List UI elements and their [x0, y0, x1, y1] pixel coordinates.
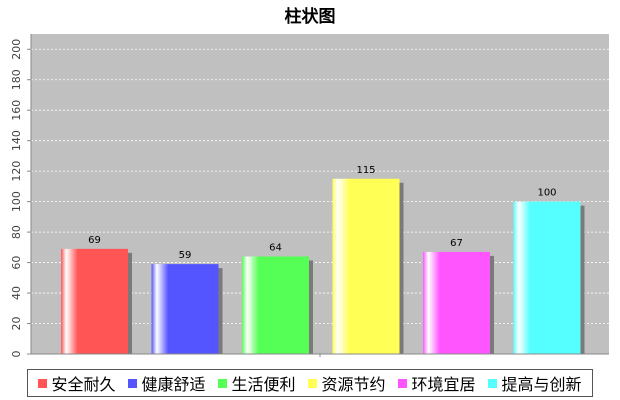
- legend-swatch: [398, 378, 408, 388]
- legend-swatch: [308, 378, 318, 388]
- bar-value-label: 115: [356, 165, 375, 176]
- y-tick-label: 80: [10, 225, 23, 239]
- bar: [423, 251, 490, 354]
- y-tick-label: 20: [10, 317, 23, 331]
- legend-item: 生活便利: [218, 371, 296, 395]
- legend-item: 安全耐久: [38, 371, 116, 395]
- legend: 安全耐久 健康舒适 生活便利 资源节约 环境宜居 提高与创新: [27, 369, 593, 397]
- legend-label: 提高与创新: [501, 375, 582, 394]
- legend-label: 健康舒适: [141, 375, 206, 394]
- legend-item: 资源节约: [308, 371, 386, 395]
- bar-value-label: 59: [179, 250, 192, 261]
- y-tick-label: 160: [10, 100, 23, 121]
- legend-label: 资源节约: [321, 375, 386, 394]
- legend-label: 安全耐久: [51, 375, 116, 394]
- y-tick-label: 180: [10, 69, 23, 90]
- bar: [151, 264, 219, 354]
- y-tick-label: 60: [10, 256, 23, 270]
- bar: [332, 178, 400, 354]
- y-tick-label: 120: [10, 161, 23, 182]
- bar-value-label: 67: [450, 238, 463, 249]
- bar: [242, 256, 309, 354]
- bar-value-label: 64: [269, 242, 282, 253]
- y-tick-label: 140: [10, 130, 23, 151]
- y-tick-label: 0: [10, 351, 23, 358]
- y-tick-label: 40: [10, 286, 23, 300]
- legend-item: 健康舒适: [128, 371, 206, 395]
- legend-item: 提高与创新: [488, 371, 582, 395]
- y-tick-label: 200: [10, 39, 23, 60]
- bar-value-label: 69: [88, 235, 101, 246]
- legend-swatch: [218, 378, 228, 388]
- chart-title: 柱状图: [284, 7, 336, 27]
- legend-label: 生活便利: [231, 375, 296, 394]
- y-tick-label: 100: [10, 191, 23, 212]
- legend-swatch: [488, 378, 498, 388]
- legend-label: 环境宜居: [411, 375, 476, 394]
- bar-value-label: 100: [537, 188, 556, 199]
- legend-swatch: [38, 378, 48, 388]
- legend-item: 环境宜居: [398, 371, 476, 395]
- legend-swatch: [128, 378, 138, 388]
- bar: [513, 201, 581, 354]
- bar: [61, 248, 128, 354]
